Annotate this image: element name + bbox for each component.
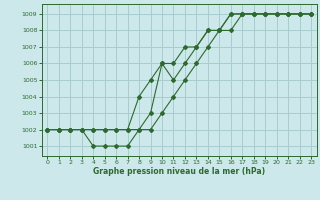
X-axis label: Graphe pression niveau de la mer (hPa): Graphe pression niveau de la mer (hPa) bbox=[93, 167, 265, 176]
